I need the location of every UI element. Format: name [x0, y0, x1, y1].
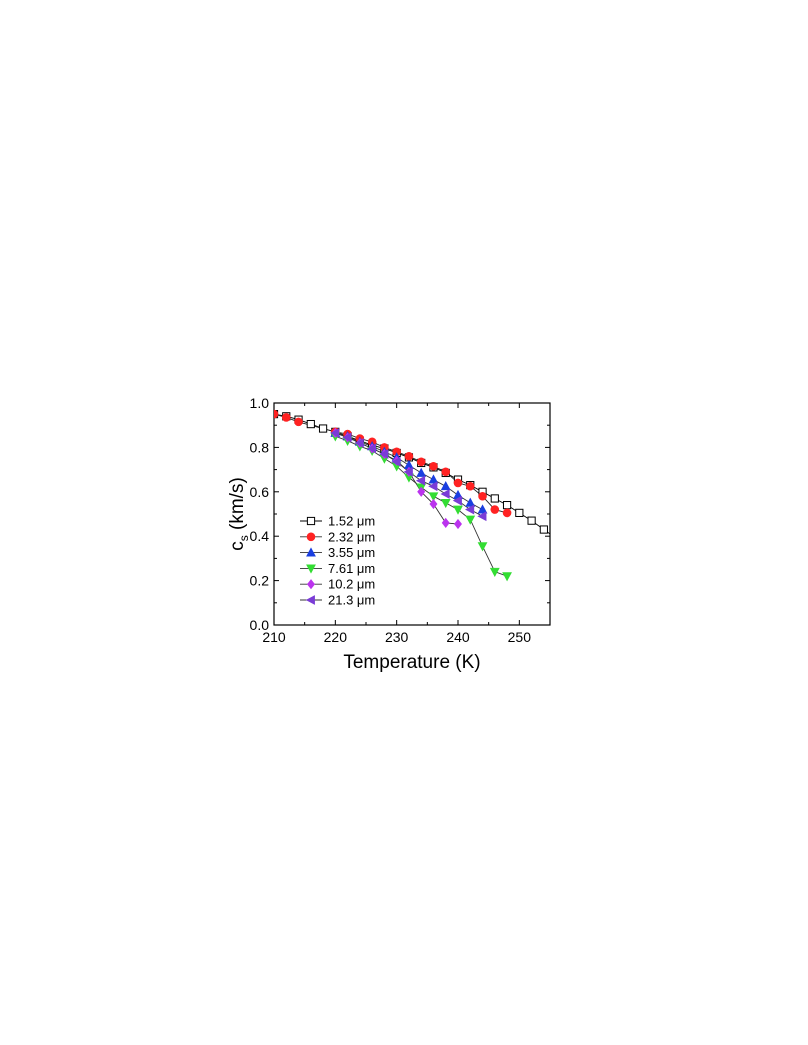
- x-axis-title: Temperature (K): [343, 652, 480, 673]
- x-tick-label: 220: [324, 629, 348, 645]
- y-axis-title-subscript: s: [237, 535, 251, 541]
- data-point: [490, 505, 500, 514]
- series-lines: [274, 413, 550, 577]
- data-point: [527, 516, 536, 525]
- data-point: [515, 508, 524, 517]
- data-point: [281, 413, 291, 422]
- data-point: [366, 443, 377, 454]
- data-point: [428, 481, 438, 492]
- y-tick-label: 0.4: [250, 528, 270, 544]
- x-tick-label: 240: [446, 629, 470, 645]
- data-point: [354, 438, 364, 448]
- series-line-1: [274, 413, 508, 514]
- data-point: [429, 498, 438, 510]
- data-point: [453, 478, 463, 488]
- legend-label: 2.32 μm: [328, 529, 375, 544]
- data-point: [502, 501, 512, 510]
- legend-label: 21.3 μm: [328, 593, 375, 608]
- data-point: [477, 504, 488, 514]
- data-point: [490, 494, 499, 503]
- data-point: [379, 449, 389, 459]
- data-point: [428, 474, 439, 484]
- data-point: [453, 505, 463, 515]
- data-point: [478, 491, 487, 501]
- data-point: [294, 417, 303, 427]
- y-tick-label: 0.8: [250, 439, 270, 455]
- legend-marker: [306, 532, 316, 542]
- y-axis-title-main: c: [227, 541, 248, 551]
- data-point: [465, 497, 476, 507]
- data-point: [429, 461, 438, 471]
- data-point: [441, 467, 451, 477]
- legend-marker: [307, 579, 315, 590]
- data-point: [342, 432, 352, 443]
- data-point: [465, 504, 475, 515]
- data-point: [502, 572, 512, 582]
- data-point: [441, 517, 450, 528]
- data-point: [417, 486, 426, 497]
- series-markers: [274, 409, 560, 582]
- series-line-4: [335, 432, 459, 525]
- data-point: [404, 451, 414, 461]
- data-point: [274, 409, 279, 419]
- legend-marker: [306, 547, 316, 557]
- data-point: [477, 542, 488, 552]
- data-point: [416, 467, 427, 477]
- axis-labels: Temperature (K) cs (km/s): [227, 477, 481, 673]
- data-point: [428, 492, 439, 502]
- legend-label: 1.52 μm: [328, 514, 375, 529]
- data-point: [440, 489, 450, 499]
- data-point: [440, 481, 451, 491]
- data-point: [318, 424, 328, 433]
- y-tick-label: 1.0: [250, 395, 270, 411]
- legend-label: 10.2 μm: [328, 577, 375, 592]
- axis-ticks: 210 220 230 240 250 0.0 0.2 0.4 0.6 0.8 1.0: [250, 395, 550, 645]
- data-point: [539, 525, 548, 534]
- data-point: [553, 535, 560, 542]
- legend-marker: [306, 516, 316, 526]
- y-tick-label: 0.0: [250, 617, 270, 633]
- data-point: [477, 511, 487, 522]
- x-tick-label: 230: [385, 629, 409, 645]
- data-point: [440, 498, 451, 509]
- data-point: [391, 456, 401, 467]
- y-axis-title: cs (km/s): [227, 477, 251, 551]
- y-tick-label: 0.6: [250, 484, 270, 500]
- y-axis-title-unit: (km/s): [227, 477, 248, 535]
- data-point: [454, 518, 462, 530]
- legend-label: 7.61 μm: [328, 561, 375, 576]
- x-tick-label: 210: [262, 629, 286, 645]
- legend-marker: [305, 595, 315, 605]
- data-point: [415, 475, 426, 486]
- legend-label: 3.55 μm: [328, 545, 375, 560]
- data-point: [465, 515, 476, 525]
- legend-marker: [306, 564, 316, 574]
- data-point: [489, 567, 500, 577]
- data-point: [403, 466, 413, 477]
- data-point: [306, 419, 315, 429]
- data-point: [465, 481, 475, 491]
- data-point: [330, 428, 340, 438]
- data-point: [502, 508, 512, 518]
- data-point: [452, 495, 462, 506]
- y-tick-label: 0.2: [250, 573, 270, 589]
- data-point: [416, 457, 426, 467]
- x-tick-label: 250: [508, 629, 532, 645]
